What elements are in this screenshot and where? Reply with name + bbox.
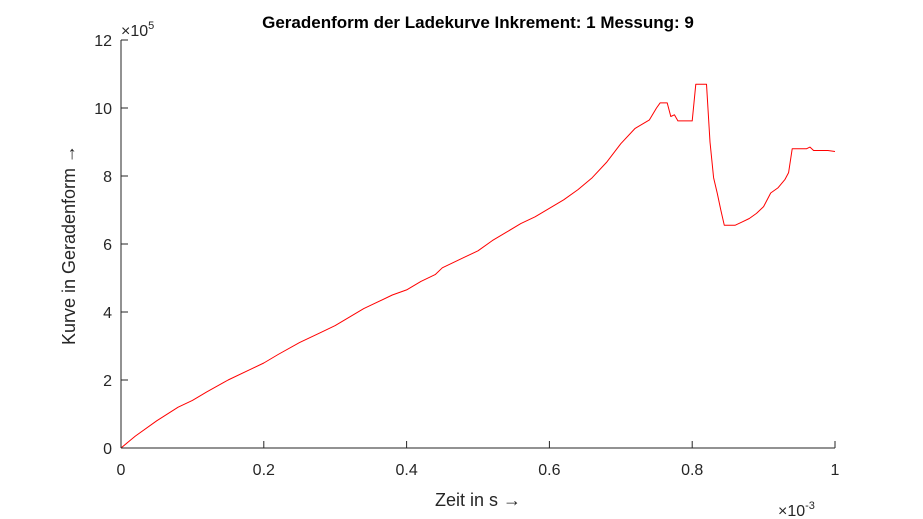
y-tick-label: 8 — [103, 169, 112, 186]
y-tick-label: 12 — [94, 33, 112, 50]
x-tick-label: 0.4 — [395, 462, 417, 479]
x-tick-label: 0.8 — [681, 462, 703, 479]
svg-text:×10-3: ×10-3 — [778, 500, 815, 519]
chart-title: Geradenform der Ladekurve Inkrement: 1 M… — [262, 13, 694, 32]
x-axis-label: Zeit in s → — [435, 490, 521, 510]
x-tick-label: 0.2 — [253, 462, 275, 479]
y-tick-label: 4 — [103, 305, 112, 322]
x-axis-multiplier: ×10-3 — [778, 500, 815, 519]
x-tick-label: 1 — [831, 462, 840, 479]
x-tick-label: 0 — [117, 462, 126, 479]
y-axis-ticks: 0 2 4 6 8 10 12 — [94, 33, 128, 458]
y-axis-label: Kurve in Geradenform → — [59, 145, 79, 345]
y-tick-label: 6 — [103, 237, 112, 254]
y-tick-label: 0 — [103, 441, 112, 458]
y-multiplier-base: ×10 — [121, 23, 148, 40]
series-line-ladekurve — [120, 83, 836, 449]
x-axis-ticks: 0 0.2 0.4 0.6 0.8 1 — [117, 441, 840, 479]
svg-text:×105: ×105 — [121, 20, 154, 40]
x-multiplier-exponent: -3 — [805, 500, 815, 512]
x-tick-label: 0.6 — [538, 462, 560, 479]
plot-area — [120, 83, 836, 449]
y-axis-multiplier: ×105 — [121, 20, 154, 40]
y-multiplier-exponent: 5 — [148, 20, 154, 32]
y-tick-label: 10 — [94, 101, 112, 118]
y-tick-label: 2 — [103, 373, 112, 390]
x-multiplier-base: ×10 — [778, 503, 805, 519]
